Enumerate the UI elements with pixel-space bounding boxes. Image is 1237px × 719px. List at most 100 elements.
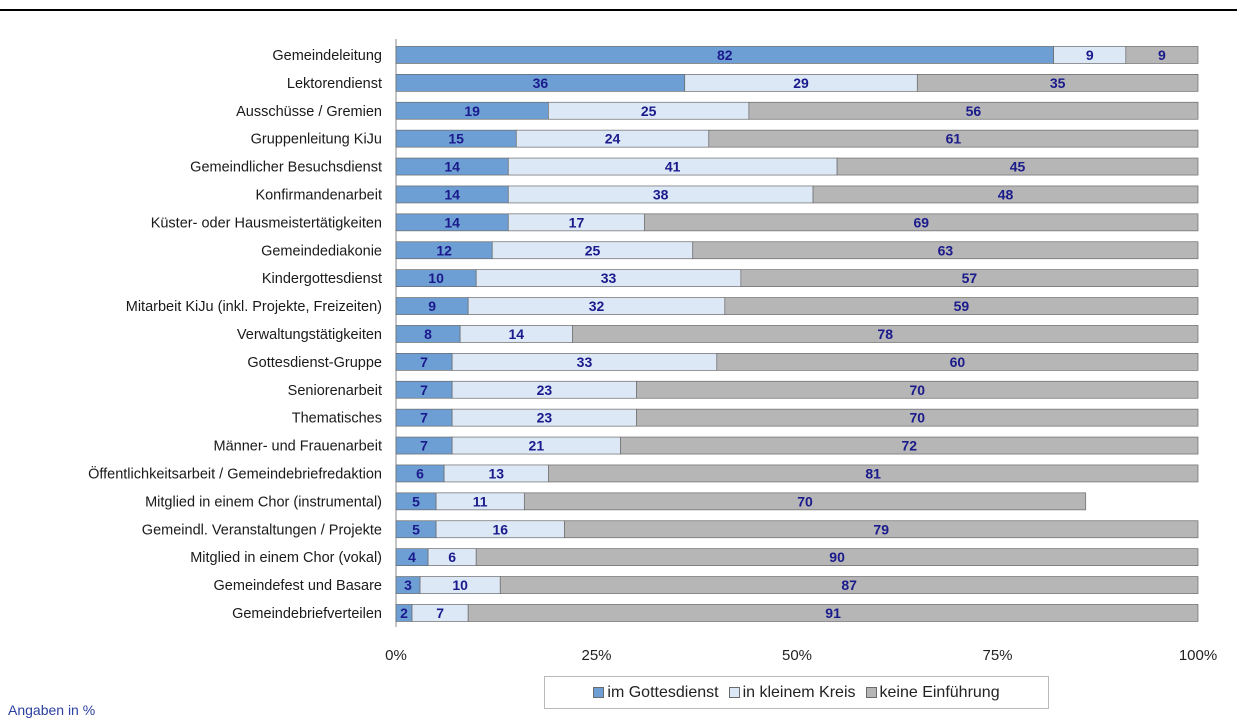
legend-swatch-keine-einfuehrung [865,687,877,698]
data-label: 3 [404,577,412,593]
bar-keine-einf-hrung [499,576,1199,594]
data-label: 81 [865,465,881,481]
data-label: 11 [473,493,488,509]
data-label: 21 [529,438,545,454]
top-rule [0,9,1237,11]
legend-swatch-im-gottesdienst [593,687,605,698]
data-label: 87 [841,577,857,593]
category-label: Männer- und Frauenarbeit [214,439,382,455]
category-label: Konfirmandenarbeit [255,187,382,203]
data-label: 9 [1158,47,1166,63]
bar-keine-einf-hrung [636,380,1199,399]
data-label: 8 [424,326,432,342]
units-note: Angaben in % [8,702,96,718]
data-label: 13 [488,465,504,481]
legend-label-im-gottesdienst: im Gottesdienst [607,683,719,701]
legend-label-in-kleinem-kreis: in kleinem Kreis [742,683,856,701]
data-label: 7 [420,382,428,398]
data-label: 56 [966,103,982,119]
bar-keine-einf-hrung [467,604,1199,622]
bar-keine-einf-hrung [564,520,1199,539]
data-label: 19 [464,103,480,119]
data-label: 23 [537,410,553,426]
data-label: 70 [797,493,813,509]
bar-keine-einf-hrung [572,325,1199,343]
bar-keine-einf-hrung [724,297,1199,315]
data-label: 35 [1050,75,1066,91]
category-label: Kindergottesdienst [262,271,382,287]
bar-keine-einf-hrung [916,73,1199,92]
category-label: Gottesdienst-Gruppe [247,355,382,371]
category-label: Thematisches [292,411,382,427]
data-label: 57 [962,270,978,286]
data-label: 2 [400,605,408,621]
data-label: 69 [914,214,930,230]
bar-keine-einf-hrung [644,213,1199,232]
data-label: 61 [946,131,962,147]
category-label: Mitglied in einem Chor (instrumental) [145,494,382,510]
category-label: Verwaltungstätigkeiten [237,327,382,343]
data-label: 79 [873,521,889,537]
x-tick-label: 50% [782,647,812,664]
category-label: Lektorendienst [287,76,382,92]
data-label: 25 [641,103,657,119]
data-label: 4 [408,549,416,565]
data-label: 5 [412,493,420,509]
data-label: 24 [605,131,621,147]
data-label: 14 [444,214,460,230]
data-label: 45 [1010,159,1026,175]
category-label: Mitarbeit KiJu (inkl. Projekte, Freizeit… [126,299,382,315]
legend-item-keine-einfuehrung: keine Einführung [865,683,1000,702]
bar-keine-einf-hrung [748,101,1199,120]
category-label: Mitglied in einem Chor (vokal) [190,550,382,566]
data-label: 60 [950,354,966,370]
bar-keine-einf-hrung [636,408,1199,427]
x-tick-label: 100% [1179,647,1217,664]
data-label: 9 [428,298,436,314]
data-label: 7 [420,354,428,370]
data-label: 6 [416,465,424,481]
legend-label-keine-einfuehrung: keine Einführung [879,683,1000,701]
bar-keine-einf-hrung [812,185,1199,204]
data-label: 70 [910,382,926,398]
bar-keine-einf-hrung [740,269,1199,287]
bar-keine-einf-hrung [836,157,1199,176]
x-tick-label: 25% [581,647,611,664]
category-label: Gemeindeleitung [272,48,382,64]
category-label: Gemeindediakonie [261,243,382,259]
x-tick-label: 0% [385,647,407,664]
legend-item-in-kleinem-kreis: in kleinem Kreis [728,683,856,702]
data-label: 10 [452,577,468,593]
data-label: 72 [901,438,917,454]
data-label: 90 [829,549,845,565]
category-label: Seniorenarbeit [288,383,382,399]
data-label: 78 [877,326,893,342]
category-label: Gemeindebriefverteilen [232,606,382,622]
data-label: 7 [420,438,428,454]
legend-item-im-gottesdienst: im Gottesdienst [593,683,719,702]
category-label: Gemeindlicher Besuchsdienst [190,160,382,176]
data-label: 7 [436,605,444,621]
category-label: Öffentlichkeitsarbeit / Gemeindebriefred… [88,464,382,482]
category-label: Küster- oder Hausmeistertätigkeiten [151,215,382,231]
data-label: 14 [444,159,460,175]
data-label: 17 [569,214,585,230]
bar-keine-einf-hrung [708,129,1199,148]
stacked-bar-chart: 0% 25% 50% 75% 100%Gemeindeleitung 82 9 9Lektor… [88,39,1217,664]
data-label: 36 [533,75,549,91]
data-label: 91 [825,605,841,621]
data-label: 16 [492,521,508,537]
x-tick-label: 75% [982,647,1012,664]
data-label: 32 [589,298,605,314]
bar-keine-einf-hrung [548,464,1199,483]
data-label: 9 [1086,47,1094,63]
data-label: 33 [577,354,593,370]
data-label: 38 [653,186,669,202]
data-label: 5 [412,521,420,537]
data-label: 14 [444,186,460,202]
category-label: Gemeindl. Veranstaltungen / Projekte [142,522,382,538]
data-label: 29 [793,75,809,91]
bar-keine-einf-hrung [523,492,1087,511]
data-label: 12 [436,242,452,258]
category-label: Ausschüsse / Gremien [236,104,382,120]
